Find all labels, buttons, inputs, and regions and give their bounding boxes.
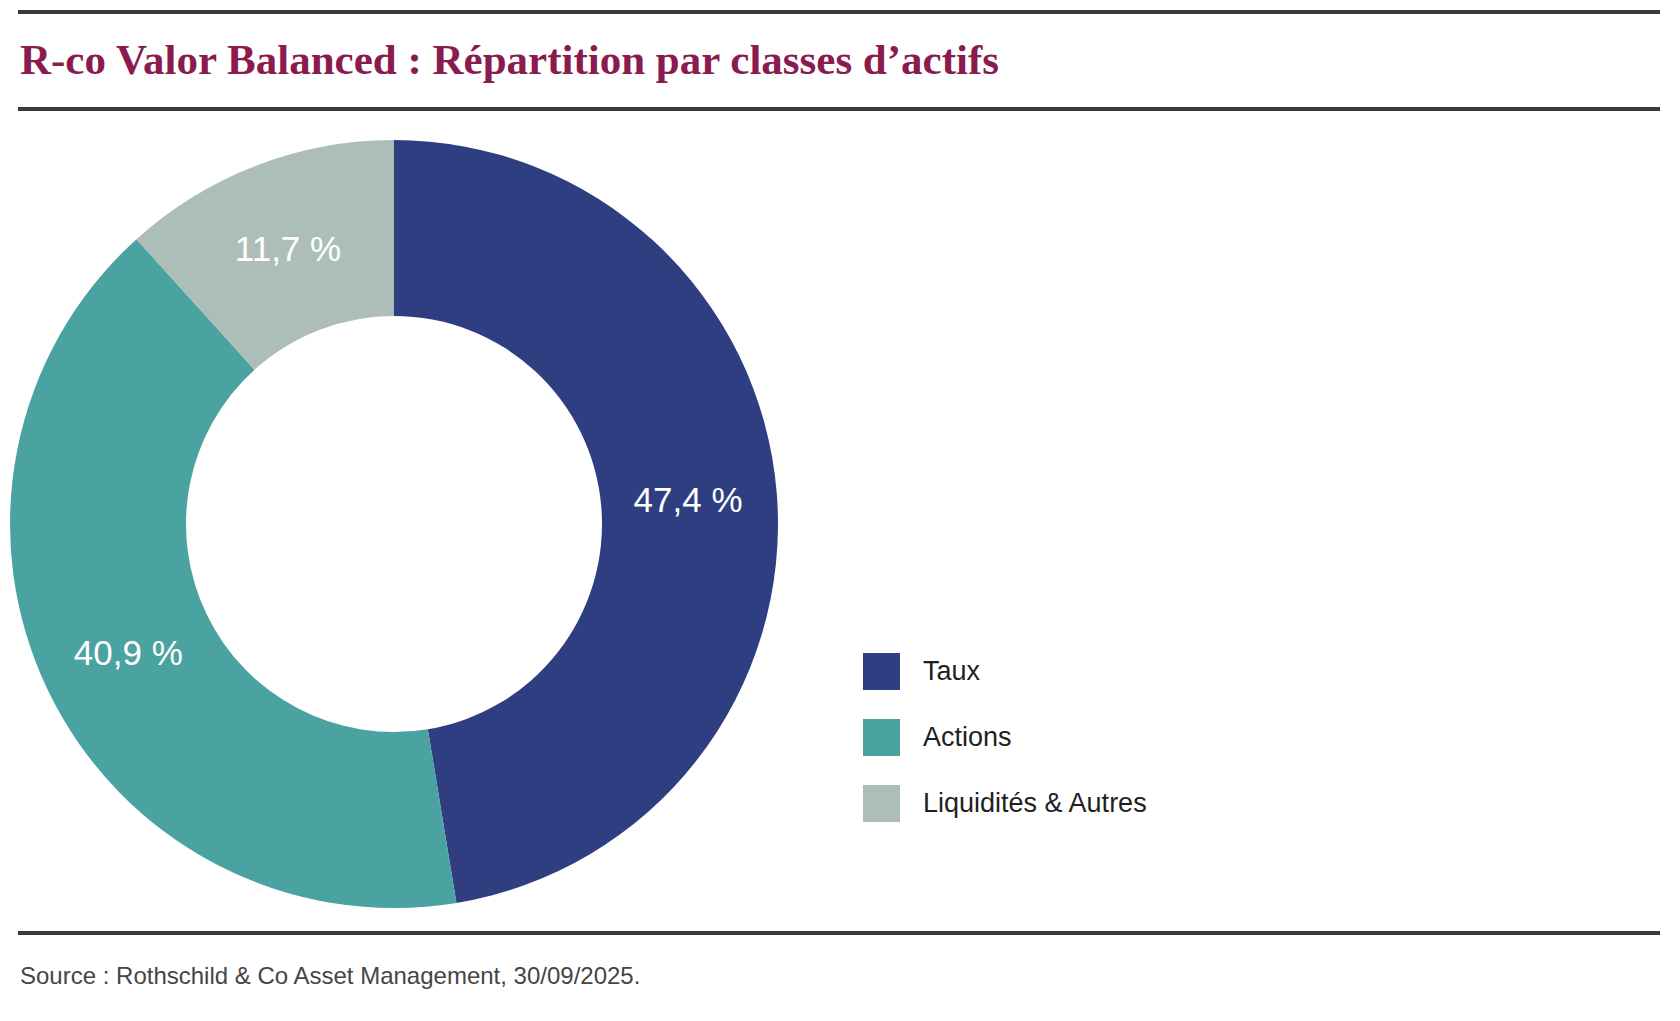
slice-percent-label: 40,9 %	[74, 633, 183, 672]
top-divider-line	[18, 10, 1660, 14]
legend-item-actions: Actions	[863, 719, 1147, 756]
legend-label-actions: Actions	[923, 719, 1012, 756]
legend-item-liquidites-autres: Liquidités & Autres	[863, 785, 1147, 822]
page-title: R-co Valor Balanced : Répartition par cl…	[20, 36, 999, 83]
legend-label-taux: Taux	[923, 653, 980, 690]
bottom-divider-line	[18, 931, 1660, 935]
slice-percent-label: 47,4 %	[634, 480, 743, 519]
donut-chart: 47,4 % 40,9 % 11,7 %	[0, 130, 790, 920]
legend-swatch-actions	[863, 719, 900, 756]
title-divider-line	[18, 107, 1660, 111]
legend-swatch-taux	[863, 653, 900, 690]
legend-label-liquidites-autres: Liquidités & Autres	[923, 785, 1147, 822]
legend-swatch-liquidites-autres	[863, 785, 900, 822]
slice-percent-label: 11,7 %	[235, 229, 341, 268]
legend-item-taux: Taux	[863, 653, 1147, 690]
source-text: Source : Rothschild & Co Asset Managemen…	[20, 962, 640, 990]
donut-slice-taux	[394, 140, 778, 903]
chart-legend: Taux Actions Liquidités & Autres	[863, 653, 1147, 822]
